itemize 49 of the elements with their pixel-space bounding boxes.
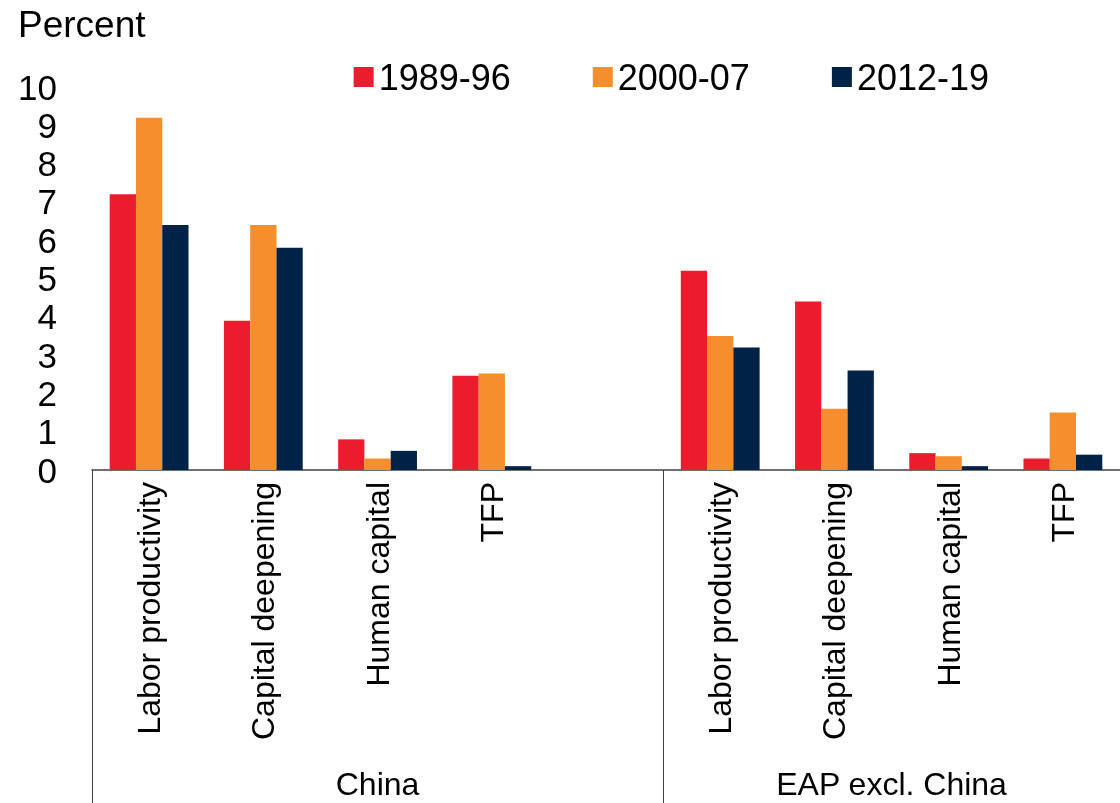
bar	[135, 117, 163, 470]
y-tick-label: 6	[37, 220, 57, 260]
bar	[795, 301, 822, 470]
x-tick-label: Capital deepening	[816, 482, 853, 740]
y-tick-label: 2	[37, 373, 57, 413]
bar	[1049, 412, 1077, 470]
text: China	[335, 766, 420, 802]
bar	[847, 370, 874, 470]
y-tick-label: 10	[18, 67, 57, 107]
x-tick-label: Labor productivity	[131, 482, 168, 735]
bar	[338, 439, 365, 470]
legend-label: 2012-19	[856, 56, 990, 98]
bar	[390, 450, 417, 470]
y-tick-label: 1	[37, 412, 57, 452]
bar	[276, 247, 303, 470]
text: EAP excl. China	[776, 766, 1008, 802]
bar	[680, 270, 708, 470]
bar	[821, 408, 848, 470]
bar	[1076, 454, 1103, 470]
x-tick-label: Labor productivity	[702, 482, 739, 735]
legend-label: 1989-96	[378, 56, 511, 98]
y-tick-label: 0	[37, 450, 57, 490]
y-tick-label: 3	[37, 335, 57, 375]
x-tick-label: Human capital	[359, 482, 396, 687]
x-tick-label: Capital deepening	[245, 482, 282, 740]
y-tick-label: 9	[37, 105, 57, 145]
y-tick-label: 7	[37, 182, 57, 222]
bar	[250, 224, 277, 470]
bar	[109, 194, 136, 470]
bar	[707, 335, 734, 470]
y-tick-label: 5	[37, 259, 57, 298]
y-tick-label: 4	[37, 297, 57, 337]
bar	[909, 453, 936, 470]
bar	[452, 375, 479, 470]
bar	[223, 320, 251, 470]
legend-label: 2000-07	[617, 56, 750, 98]
bar	[162, 224, 189, 470]
bar	[733, 347, 760, 470]
x-tick-label: TFP	[1044, 482, 1081, 543]
bar	[478, 373, 505, 470]
bar	[961, 466, 989, 470]
bar	[364, 458, 391, 470]
x-tick-label: TFP	[473, 482, 510, 543]
bar	[935, 456, 962, 470]
y-axis-title: Percent	[18, 4, 147, 45]
bar	[1023, 458, 1050, 470]
bar	[504, 466, 532, 470]
x-tick-label: Human capital	[930, 482, 967, 687]
y-tick-label: 8	[37, 144, 57, 184]
